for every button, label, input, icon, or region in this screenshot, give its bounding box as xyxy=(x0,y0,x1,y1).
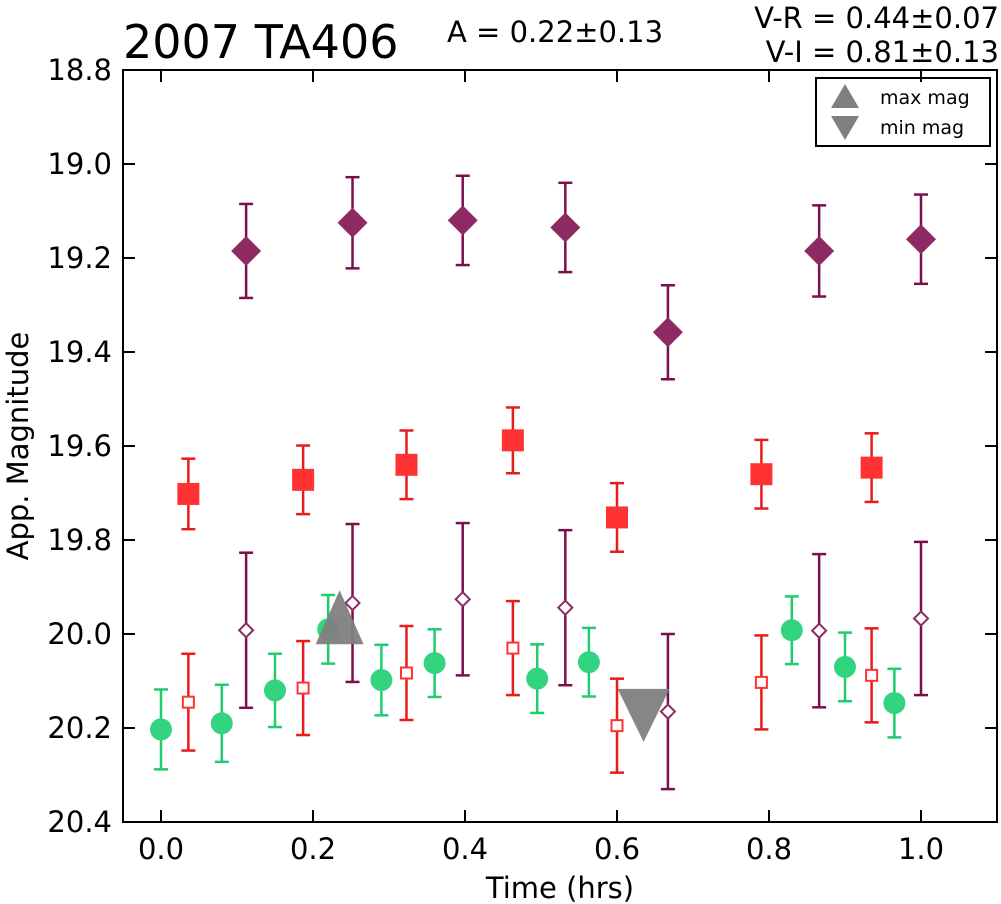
legend: max mag min mag xyxy=(815,77,991,147)
y-tick-label: 19.4 xyxy=(47,335,112,369)
open-diamond-point xyxy=(454,590,472,608)
max-mag-legend-marker xyxy=(831,84,859,108)
circle-point xyxy=(264,679,286,702)
diamond-point xyxy=(231,235,262,266)
diamond-point xyxy=(550,212,581,243)
square-point xyxy=(501,429,524,452)
chart-title: 2007 TA406 xyxy=(123,15,398,69)
x-tick-label: 0.6 xyxy=(594,832,640,866)
square-point xyxy=(606,506,628,529)
square-point xyxy=(750,463,773,486)
open-square-point xyxy=(296,681,310,695)
circle-point xyxy=(210,712,233,735)
open-diamond-point xyxy=(659,703,677,720)
open-square-point xyxy=(865,668,879,682)
diamond-point xyxy=(906,224,936,255)
y-tick-label: 19.0 xyxy=(47,147,112,181)
y-tick-label: 19.6 xyxy=(47,429,112,463)
circle-point xyxy=(370,669,393,692)
circle-point xyxy=(423,652,446,675)
open-diamond-point xyxy=(810,622,828,640)
legend-label-min-mag: min mag xyxy=(880,117,964,139)
x-tick-label: 0.4 xyxy=(442,832,488,866)
amplitude-annotation: A = 0.22±0.13 xyxy=(447,15,663,49)
y-tick-label: 18.8 xyxy=(47,53,112,87)
x-tick-label: 0.8 xyxy=(746,832,792,866)
circle-point xyxy=(526,667,549,690)
legend-label-max-mag: max mag xyxy=(880,87,970,109)
circle-point xyxy=(834,655,856,678)
open-diamond-point xyxy=(344,594,361,612)
x-tick-label: 1.0 xyxy=(898,832,944,866)
diamond-point xyxy=(447,205,478,236)
diamond-point xyxy=(804,235,835,266)
square-point xyxy=(860,456,883,479)
open-square-point xyxy=(610,719,624,733)
plot-layer xyxy=(150,174,936,791)
square-point xyxy=(177,482,200,505)
open-diamond-point xyxy=(556,599,574,617)
diamond-point xyxy=(652,317,683,348)
x-axis-label: Time (hrs) xyxy=(485,871,634,904)
min-mag-legend-marker xyxy=(831,116,859,140)
open-diamond-point xyxy=(912,610,930,627)
circle-point xyxy=(780,619,803,642)
open-square-point xyxy=(506,641,520,655)
y-tick-label: 19.8 xyxy=(47,523,112,557)
x-tick-label: 0.2 xyxy=(290,832,336,866)
y-tick-label: 20.2 xyxy=(47,711,112,745)
open-diamond-point xyxy=(237,621,255,639)
circle-point xyxy=(150,718,172,741)
diamond-point xyxy=(337,207,368,238)
square-point xyxy=(292,468,315,491)
y-tick-label: 20.4 xyxy=(47,805,112,839)
circle-point xyxy=(883,692,906,715)
square-point xyxy=(395,453,418,476)
open-square-point xyxy=(754,675,768,689)
circle-point xyxy=(577,651,600,674)
open-square-point xyxy=(181,695,195,709)
v-r-annotation: V-R = 0.44±0.07 xyxy=(754,1,999,35)
open-square-point xyxy=(399,666,413,680)
y-tick-label: 19.2 xyxy=(47,241,112,275)
max-mag-marker xyxy=(315,590,364,645)
y-axis-label: App. Magnitude xyxy=(1,332,35,561)
y-tick-label: 20.0 xyxy=(47,617,112,651)
v-i-annotation: V-I = 0.81±0.13 xyxy=(766,35,999,69)
x-tick-label: 0.0 xyxy=(138,832,184,866)
min-mag-marker xyxy=(617,688,670,742)
